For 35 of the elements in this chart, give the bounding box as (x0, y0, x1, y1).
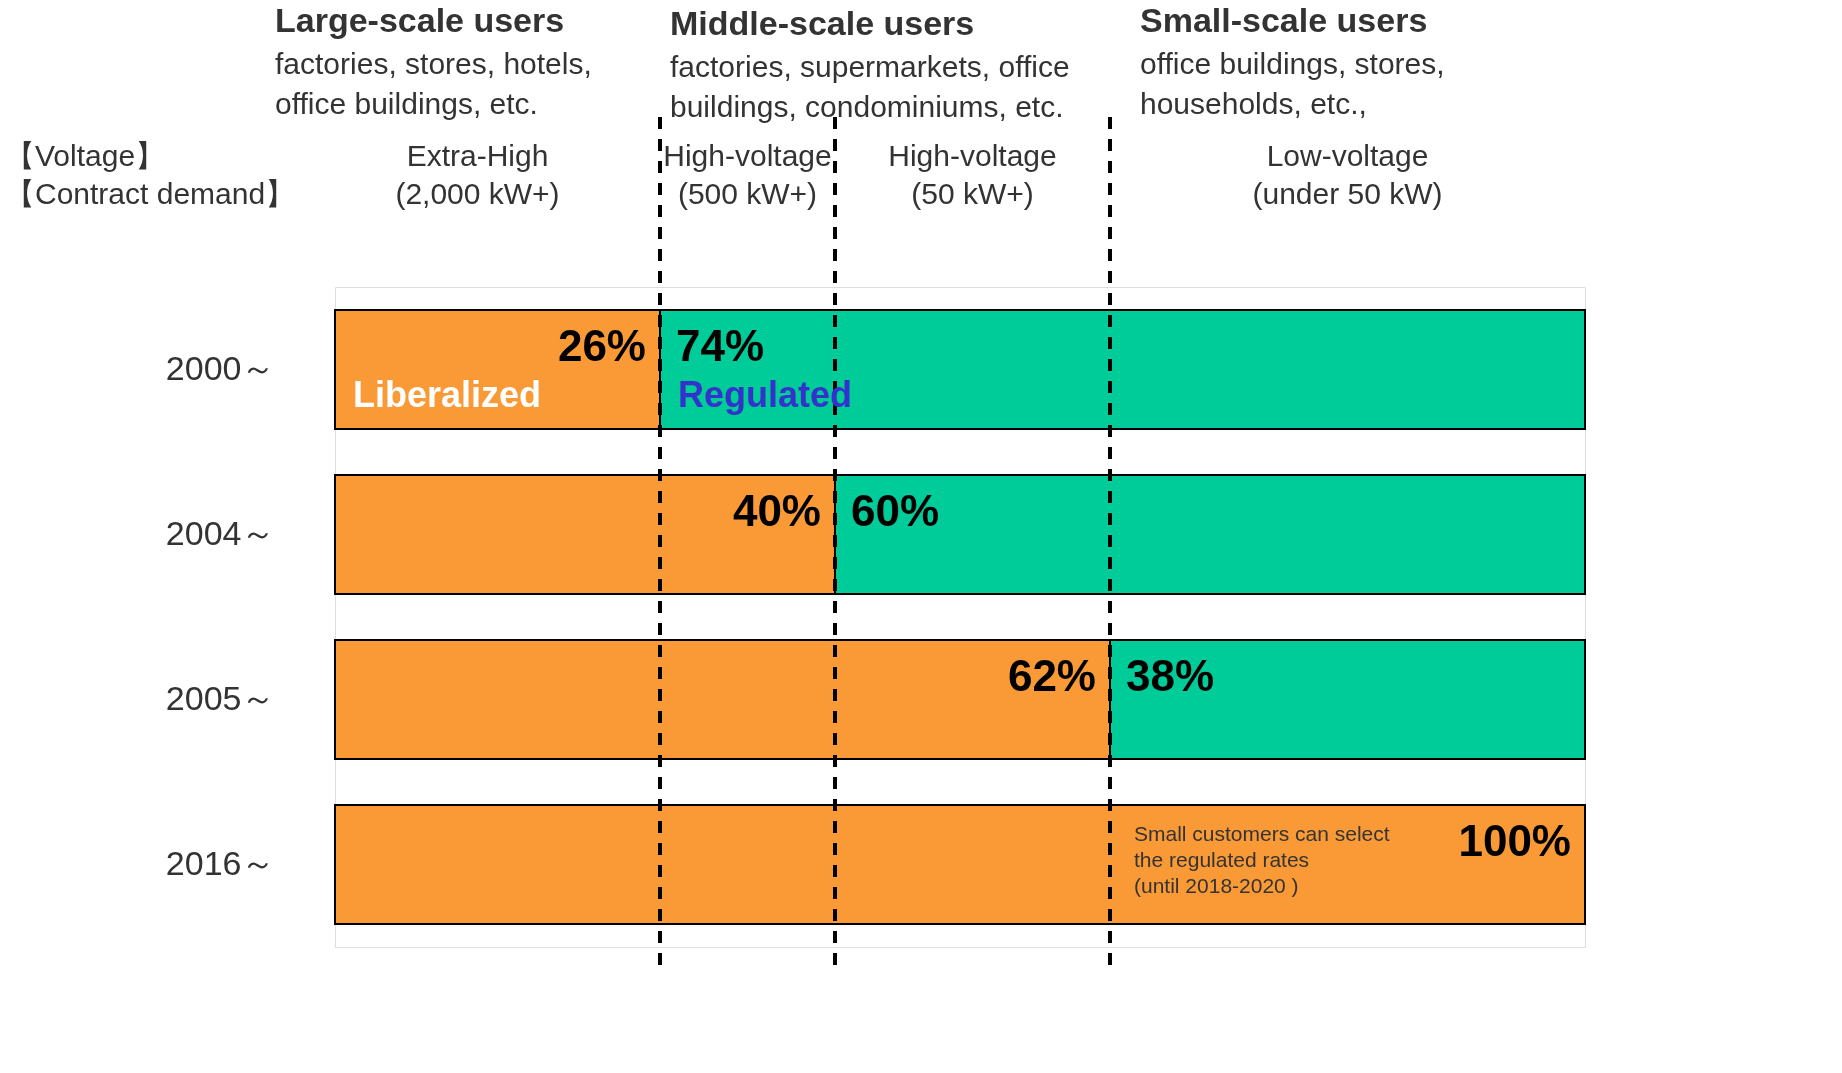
data-label: 62% (1007, 650, 1096, 700)
text: (500 kW+) (677, 177, 818, 210)
y-tick-label: 2016～ (165, 843, 276, 882)
data-label: 60% (851, 485, 940, 535)
data-label: 26% (557, 320, 646, 370)
text: factories, stores, hotels, (275, 47, 592, 80)
text: Low-voltage (1266, 139, 1429, 172)
series-label: Regulated (678, 373, 853, 415)
annotation: (until 2018-2020 ) (1134, 874, 1299, 897)
data-label: 38% (1126, 650, 1215, 700)
series-label: Liberalized (353, 373, 542, 415)
text: buildings, condominiums, etc. (670, 90, 1064, 123)
text: High-voltage (663, 139, 832, 172)
text: Middle-scale users (670, 4, 975, 42)
text: households, etc., (1140, 87, 1367, 120)
data-label: 100% (1458, 815, 1571, 865)
text: High-voltage (888, 139, 1057, 172)
y-tick-label: 2000～ (165, 348, 276, 387)
data-label: 74% (676, 320, 765, 370)
text: 【Contract demand】 (5, 177, 296, 210)
text: (2,000 kW+) (395, 177, 560, 210)
annotation: Small customers can select (1134, 822, 1390, 845)
annotation: the regulated rates (1134, 848, 1310, 871)
text: factories, supermarkets, office (670, 50, 1070, 83)
y-tick-label: 2004～ (165, 513, 276, 552)
text: office buildings, stores, (1140, 47, 1445, 80)
y-tick-label: 2005～ (165, 678, 276, 717)
text: Large-scale users (275, 1, 565, 39)
text: Small-scale users (1140, 1, 1428, 39)
text: 【Voltage】 (5, 139, 166, 172)
data-label: 40% (732, 485, 821, 535)
text: office buildings, etc. (275, 87, 538, 120)
text: Extra-High (406, 139, 549, 172)
text: (50 kW+) (911, 177, 1034, 210)
text: (under 50 kW) (1252, 177, 1443, 210)
